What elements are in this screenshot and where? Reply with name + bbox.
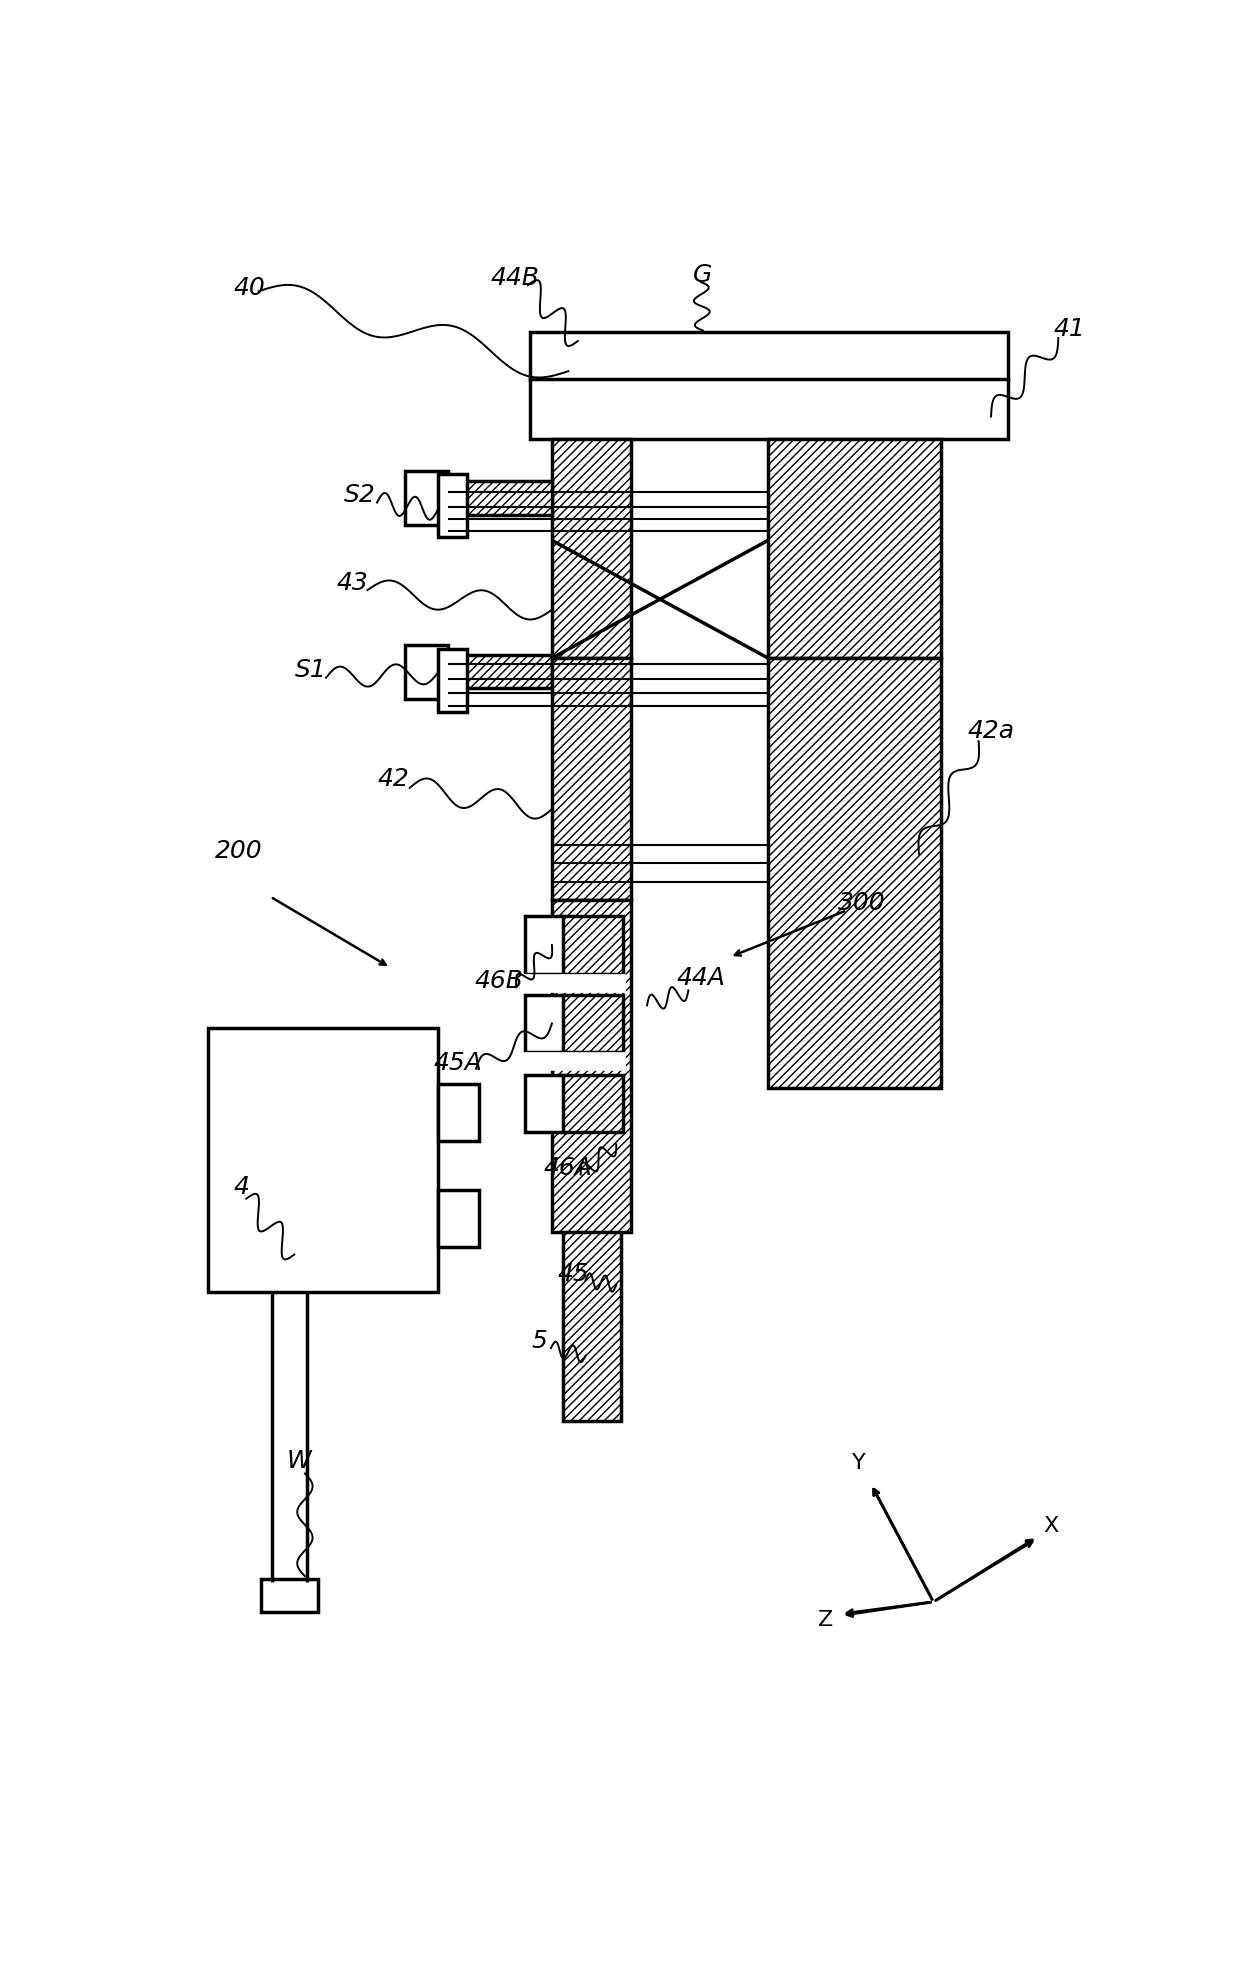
Bar [439, 1084, 479, 1141]
Bar [404, 471, 448, 526]
Text: Y: Y [852, 1453, 866, 1473]
Text: 42a: 42a [967, 718, 1014, 743]
Bar [552, 439, 631, 659]
Text: 43: 43 [336, 571, 368, 594]
Bar [562, 1075, 622, 1131]
Bar [404, 645, 448, 698]
Text: 45A: 45A [433, 1051, 482, 1075]
Text: 5: 5 [532, 1330, 547, 1353]
Bar [448, 482, 552, 514]
Text: 300: 300 [837, 890, 885, 914]
Text: S2: S2 [343, 482, 376, 508]
Text: X: X [1043, 1516, 1058, 1535]
Bar [525, 1075, 563, 1131]
Bar [521, 1053, 625, 1071]
Bar [525, 994, 563, 1053]
Text: G: G [693, 263, 713, 286]
Bar [562, 916, 622, 975]
Text: 46B: 46B [475, 969, 523, 992]
Bar [521, 975, 625, 992]
Text: S1: S1 [295, 659, 326, 682]
Text: W: W [286, 1449, 311, 1473]
Text: 200: 200 [215, 839, 262, 863]
Bar [552, 659, 631, 900]
Bar [439, 475, 467, 537]
Bar [529, 331, 1008, 380]
Bar [439, 1190, 479, 1247]
Bar [439, 649, 467, 712]
Text: Z: Z [818, 1610, 833, 1630]
Bar [448, 655, 552, 688]
Text: 44B: 44B [491, 265, 539, 290]
Bar [260, 1579, 319, 1612]
Bar [768, 439, 941, 659]
Bar [563, 341, 621, 1420]
Text: 42: 42 [377, 767, 409, 790]
Bar [768, 659, 941, 1088]
Bar [529, 378, 1008, 439]
Bar [525, 916, 563, 975]
Text: 4: 4 [234, 1175, 249, 1198]
Bar [552, 900, 631, 1232]
Text: 45: 45 [557, 1263, 589, 1286]
Bar [208, 1028, 439, 1292]
Bar [562, 994, 622, 1053]
Text: 41: 41 [1054, 318, 1086, 341]
Text: 40: 40 [234, 277, 265, 300]
Text: 44A: 44A [676, 967, 725, 990]
Text: 46A: 46A [544, 1157, 593, 1181]
